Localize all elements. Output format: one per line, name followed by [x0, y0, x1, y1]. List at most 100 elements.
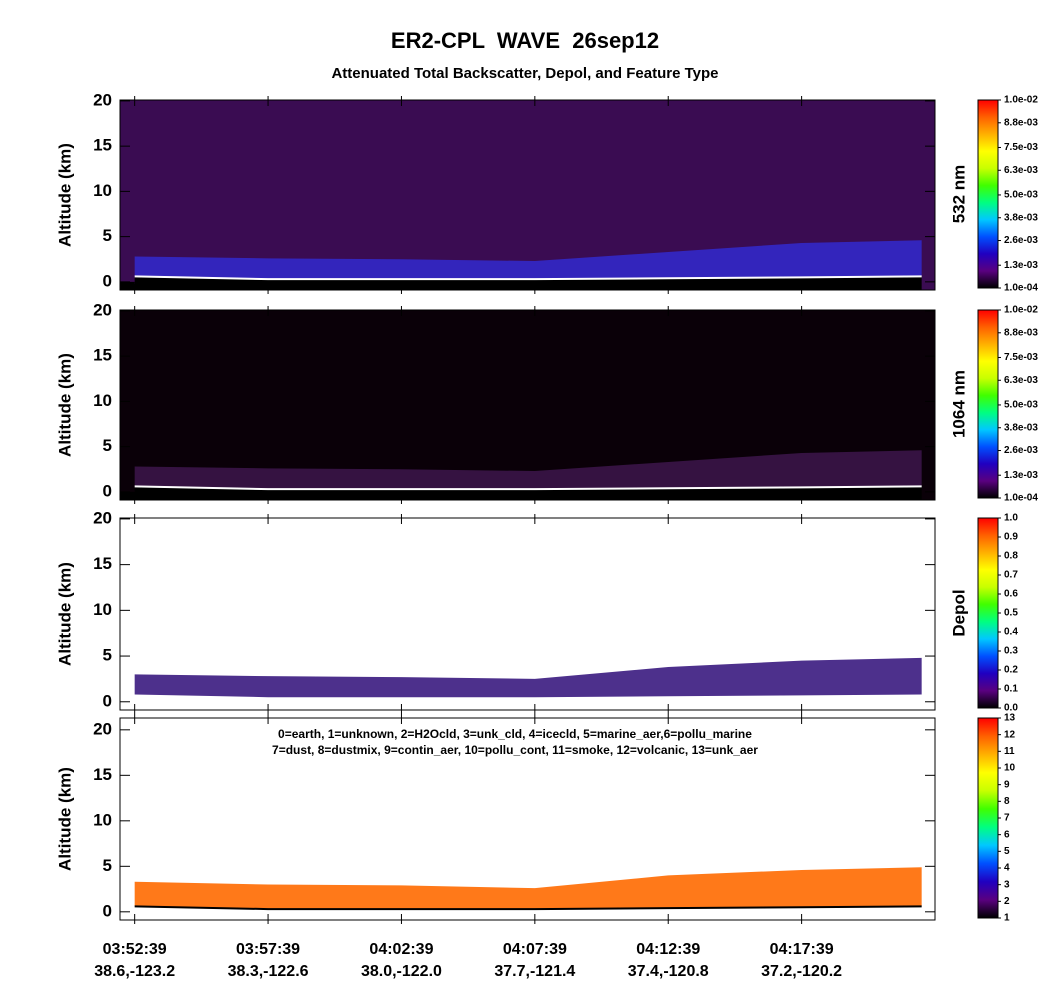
- colorbar-tick-label: 0.7: [1004, 570, 1018, 581]
- surface-line: [134, 485, 922, 491]
- plot-frame: [119, 717, 936, 921]
- colorbar-tick-label: 3: [1004, 879, 1010, 890]
- colorbar-tick-label: 0.5: [1004, 608, 1018, 619]
- x-tick-label: 04:07:39: [503, 941, 567, 958]
- y-tick-label: 5: [103, 646, 112, 665]
- colorbar-tick-label: 2.6e-03: [1004, 235, 1038, 246]
- aerosol-layer: [134, 450, 922, 490]
- y-tick-label: 20: [93, 300, 112, 319]
- colorbar-tick-label: 3.8e-03: [1004, 212, 1038, 223]
- colorbar-tick-label: 2.6e-03: [1004, 445, 1038, 456]
- colorbar-tick-label: 12: [1004, 729, 1016, 740]
- plot-frame: [119, 99, 936, 291]
- colorbar-tick-label: 1: [1004, 913, 1010, 924]
- colorbar-tick-label: 7.5e-03: [1004, 352, 1038, 363]
- aerosol-layer: [134, 657, 922, 698]
- y-tick-label: 5: [103, 856, 112, 875]
- plot-area: [120, 310, 935, 500]
- aerosol-layer: [134, 240, 922, 280]
- figure-subtitle: Attenuated Total Backscatter, Depol, and…: [331, 65, 718, 82]
- colorbar-tick-label: 1.0e-04: [1004, 283, 1038, 294]
- y-tick-label: 10: [93, 181, 112, 200]
- y-axis-label: Altitude (km): [55, 767, 74, 871]
- colorbar-label: Depol: [949, 589, 968, 636]
- colorbar-tick-label: 1.0e-02: [1004, 305, 1038, 316]
- colorbar-tick-label: 0.2: [1004, 665, 1018, 676]
- y-tick-label: 0: [103, 691, 112, 710]
- y-axis-label: Altitude (km): [55, 353, 74, 457]
- colorbar-tick-label: 3.8e-03: [1004, 422, 1038, 433]
- x-tick-sublabel: 38.3,-122.6: [228, 963, 309, 980]
- colorbar-tick-label: 0.9: [1004, 532, 1018, 543]
- colorbar-tick-label: 6.3e-03: [1004, 165, 1038, 176]
- x-tick-label: 03:57:39: [236, 941, 300, 958]
- y-tick-label: 5: [103, 226, 112, 245]
- colorbar-tick-label: 7.5e-03: [1004, 142, 1038, 153]
- colorbar-tick-label: 9: [1004, 779, 1010, 790]
- colorbar-tick-label: 0.6: [1004, 589, 1018, 600]
- colorbar-tick-label: 0.0: [1004, 703, 1018, 714]
- plot-frame: [119, 517, 936, 711]
- colorbar-tick-label: 5.0e-03: [1004, 400, 1038, 411]
- colorbar-tick-label: 1.3e-03: [1004, 260, 1038, 271]
- y-tick-label: 5: [103, 436, 112, 455]
- plot-area: [120, 100, 935, 290]
- colorbar-tick-label: 5.0e-03: [1004, 190, 1038, 201]
- y-tick-label: 15: [93, 554, 112, 573]
- y-tick-label: 20: [93, 719, 112, 738]
- x-tick-sublabel: 38.0,-122.0: [361, 963, 442, 980]
- ground-edge: [120, 491, 135, 500]
- y-tick-label: 10: [93, 391, 112, 410]
- y-tick-label: 0: [103, 901, 112, 920]
- colorbar-label: 532 nm: [949, 165, 968, 224]
- x-tick-sublabel: 37.7,-121.4: [494, 963, 575, 980]
- y-axis-label: Altitude (km): [55, 562, 74, 666]
- y-tick-label: 15: [93, 136, 112, 155]
- plot-area: [120, 718, 935, 920]
- colorbar: [977, 517, 999, 709]
- colorbar-tick-label: 8: [1004, 796, 1010, 807]
- colorbar-tick-label: 1.0e-02: [1004, 95, 1038, 106]
- colorbar-tick-label: 5: [1004, 846, 1010, 857]
- colorbar-tick-label: 0.1: [1004, 684, 1018, 695]
- y-tick-label: 20: [93, 90, 112, 109]
- y-tick-label: 20: [93, 508, 112, 527]
- y-tick-label: 0: [103, 481, 112, 500]
- colorbar: [977, 99, 999, 289]
- aerosol-layer: [134, 867, 922, 910]
- colorbar-tick-label: 10: [1004, 763, 1016, 774]
- surface-line: [134, 905, 922, 911]
- colorbar-tick-label: 0.8: [1004, 551, 1018, 562]
- x-tick-sublabel: 37.2,-120.2: [761, 963, 842, 980]
- y-axis-label: Altitude (km): [55, 143, 74, 247]
- feature-legend-note: 7=dust, 8=dustmix, 9=contin_aer, 10=poll…: [272, 743, 758, 757]
- y-tick-label: 10: [93, 810, 112, 829]
- surface-line: [134, 275, 922, 281]
- x-tick-label: 03:52:39: [103, 941, 167, 958]
- y-tick-label: 0: [103, 271, 112, 290]
- y-tick-label: 15: [93, 765, 112, 784]
- colorbar-tick-label: 8.8e-03: [1004, 117, 1038, 128]
- colorbar-tick-label: 11: [1004, 746, 1015, 757]
- colorbar-tick-label: 1.0e-04: [1004, 493, 1038, 504]
- colorbar: [977, 309, 999, 499]
- plot-area: [120, 518, 935, 710]
- ground-edge: [120, 281, 135, 290]
- colorbar-tick-label: 2: [1004, 896, 1010, 907]
- figure-title: ER2-CPL WAVE 26sep12: [391, 28, 659, 53]
- plot-frame: [119, 309, 936, 501]
- x-tick-label: 04:02:39: [369, 941, 433, 958]
- colorbar-tick-label: 6.3e-03: [1004, 375, 1038, 386]
- colorbar-label: 1064 nm: [949, 370, 968, 438]
- colorbar-tick-label: 4: [1004, 863, 1010, 874]
- colorbar: [977, 717, 999, 919]
- colorbar-tick-label: 7: [1004, 813, 1010, 824]
- x-tick-sublabel: 37.4,-120.8: [628, 963, 709, 980]
- feature-legend-note: 0=earth, 1=unknown, 2=H2Ocld, 3=unk_cld,…: [278, 727, 752, 741]
- x-tick-label: 04:12:39: [636, 941, 700, 958]
- colorbar-tick-label: 6: [1004, 829, 1010, 840]
- y-tick-label: 15: [93, 346, 112, 365]
- x-tick-sublabel: 38.6,-123.2: [94, 963, 175, 980]
- colorbar-tick-label: 1.3e-03: [1004, 470, 1038, 481]
